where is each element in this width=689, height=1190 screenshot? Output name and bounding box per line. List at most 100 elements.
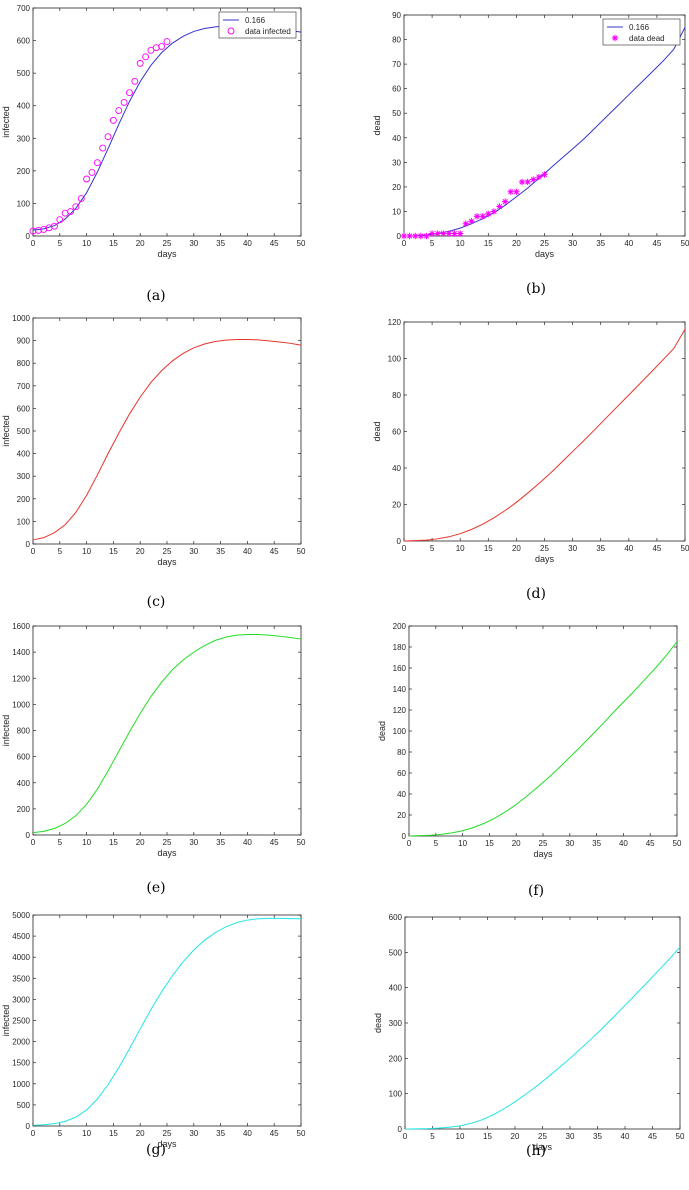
legend-star-swatch [611,34,619,42]
y-tick-label: 1000 [12,314,30,323]
data-point [490,208,498,215]
x-tick-label: 5 [58,1129,63,1138]
x-axis-label: days [157,1139,177,1149]
series-1 [400,171,548,240]
y-axis-label: infected [1,415,11,447]
x-tick-label: 30 [568,239,577,248]
x-tick-label: 30 [565,839,574,848]
figure-caption: (b) [526,281,546,297]
y-tick-label: 0 [398,1125,403,1134]
x-tick-label: 30 [189,838,198,847]
y-tick-label: 0 [397,232,402,241]
x-tick-label: 25 [163,547,172,556]
data-point [412,232,419,240]
data-point [496,203,503,210]
legend-entry: data dead [629,34,665,43]
data-point [541,171,548,178]
y-tick-label: 400 [17,102,31,111]
y-tick-label: 1000 [12,700,30,709]
x-tick-label: 50 [297,838,306,847]
plot-area [32,914,302,1127]
data-point [524,178,531,186]
x-tick-label: 20 [136,239,145,248]
y-tick-label: 100 [393,727,407,736]
x-tick-label: 5 [58,547,63,556]
data-point [434,230,441,237]
x-axis-label: days [535,249,555,259]
x-tick-label: 25 [163,239,172,248]
data-point [530,176,537,183]
y-tick-label: 3000 [12,995,30,1004]
plot-area [408,625,678,837]
x-tick-label: 10 [82,547,91,556]
x-axis-label: days [157,557,177,567]
figure-caption: (c) [147,594,166,610]
x-tick-label: 15 [483,1132,492,1141]
chart-h: 0 5 10 15 20 25 30 35 40 45 500100200300400500600d… [373,913,685,1152]
x-tick-label: 35 [596,239,605,248]
x-tick-label: 5 [430,1132,435,1141]
legend: 0.166 data dead [602,18,681,46]
y-tick-label: 60 [397,769,406,778]
x-tick-label: 0 [31,838,36,847]
y-tick-label: 1400 [12,648,30,657]
legend-box [602,18,681,46]
data-point [440,230,447,237]
data-point [473,213,481,220]
x-tick-label: 40 [243,838,252,847]
chart-a: 0 5 10 15 20 25 30 35 40 45 5001002003004005006007… [1,4,306,259]
series-line [32,338,302,541]
x-tick-label: 40 [243,1129,252,1138]
data-point [115,107,123,115]
y-tick-label: 80 [392,36,401,45]
y-tick-label: 200 [17,167,31,176]
x-tick-label: 35 [216,1129,225,1138]
data-point [147,46,155,54]
y-tick-label: 4500 [12,932,30,941]
data-point [513,188,520,195]
series-0 [32,338,302,541]
y-axis-label: infected [1,1005,11,1037]
y-tick-label: 0 [402,832,407,841]
chart-c: 0 5 10 15 20 25 30 35 40 45 5001002003004005006007… [1,314,306,567]
data-point [126,89,133,97]
data-point [67,208,74,216]
y-tick-label: 600 [17,404,31,413]
x-tick-label: 50 [676,1132,685,1141]
y-tick-label: 20 [392,183,401,192]
x-tick-label: 0 [403,1132,408,1141]
x-tick-label: 35 [216,547,225,556]
x-tick-label: 40 [619,839,628,848]
x-tick-label: 25 [538,1132,547,1141]
y-tick-label: 1500 [12,1059,30,1068]
y-tick-label: 400 [17,450,31,459]
series-line [32,917,302,1126]
figure-caption: (e) [146,880,165,896]
series-line [32,633,302,834]
x-tick-label: 35 [596,544,605,553]
y-axis-label: dead [373,1013,383,1033]
y-tick-label: 1000 [12,1080,30,1089]
data-point [29,227,37,235]
series-0 [32,633,302,834]
y-tick-label: 600 [17,753,31,762]
x-tick-label: 35 [216,838,225,847]
x-tick-label: 45 [270,1129,279,1138]
x-tick-label: 20 [512,239,521,248]
x-tick-label: 25 [163,1129,172,1138]
y-tick-label: 30 [392,158,401,167]
x-axis-label: days [535,554,555,564]
y-tick-label: 0 [26,1122,31,1131]
y-tick-label: 2000 [12,1038,30,1047]
data-point [56,216,64,224]
series-line [404,946,681,1130]
data-point [131,77,139,85]
y-tick-label: 80 [392,391,401,400]
x-tick-label: 25 [539,839,548,848]
x-tick-label: 30 [189,547,198,556]
data-point [34,227,42,234]
y-tick-label: 500 [17,69,31,78]
y-tick-label: 20 [392,501,401,510]
y-tick-label: 2500 [12,1017,30,1026]
